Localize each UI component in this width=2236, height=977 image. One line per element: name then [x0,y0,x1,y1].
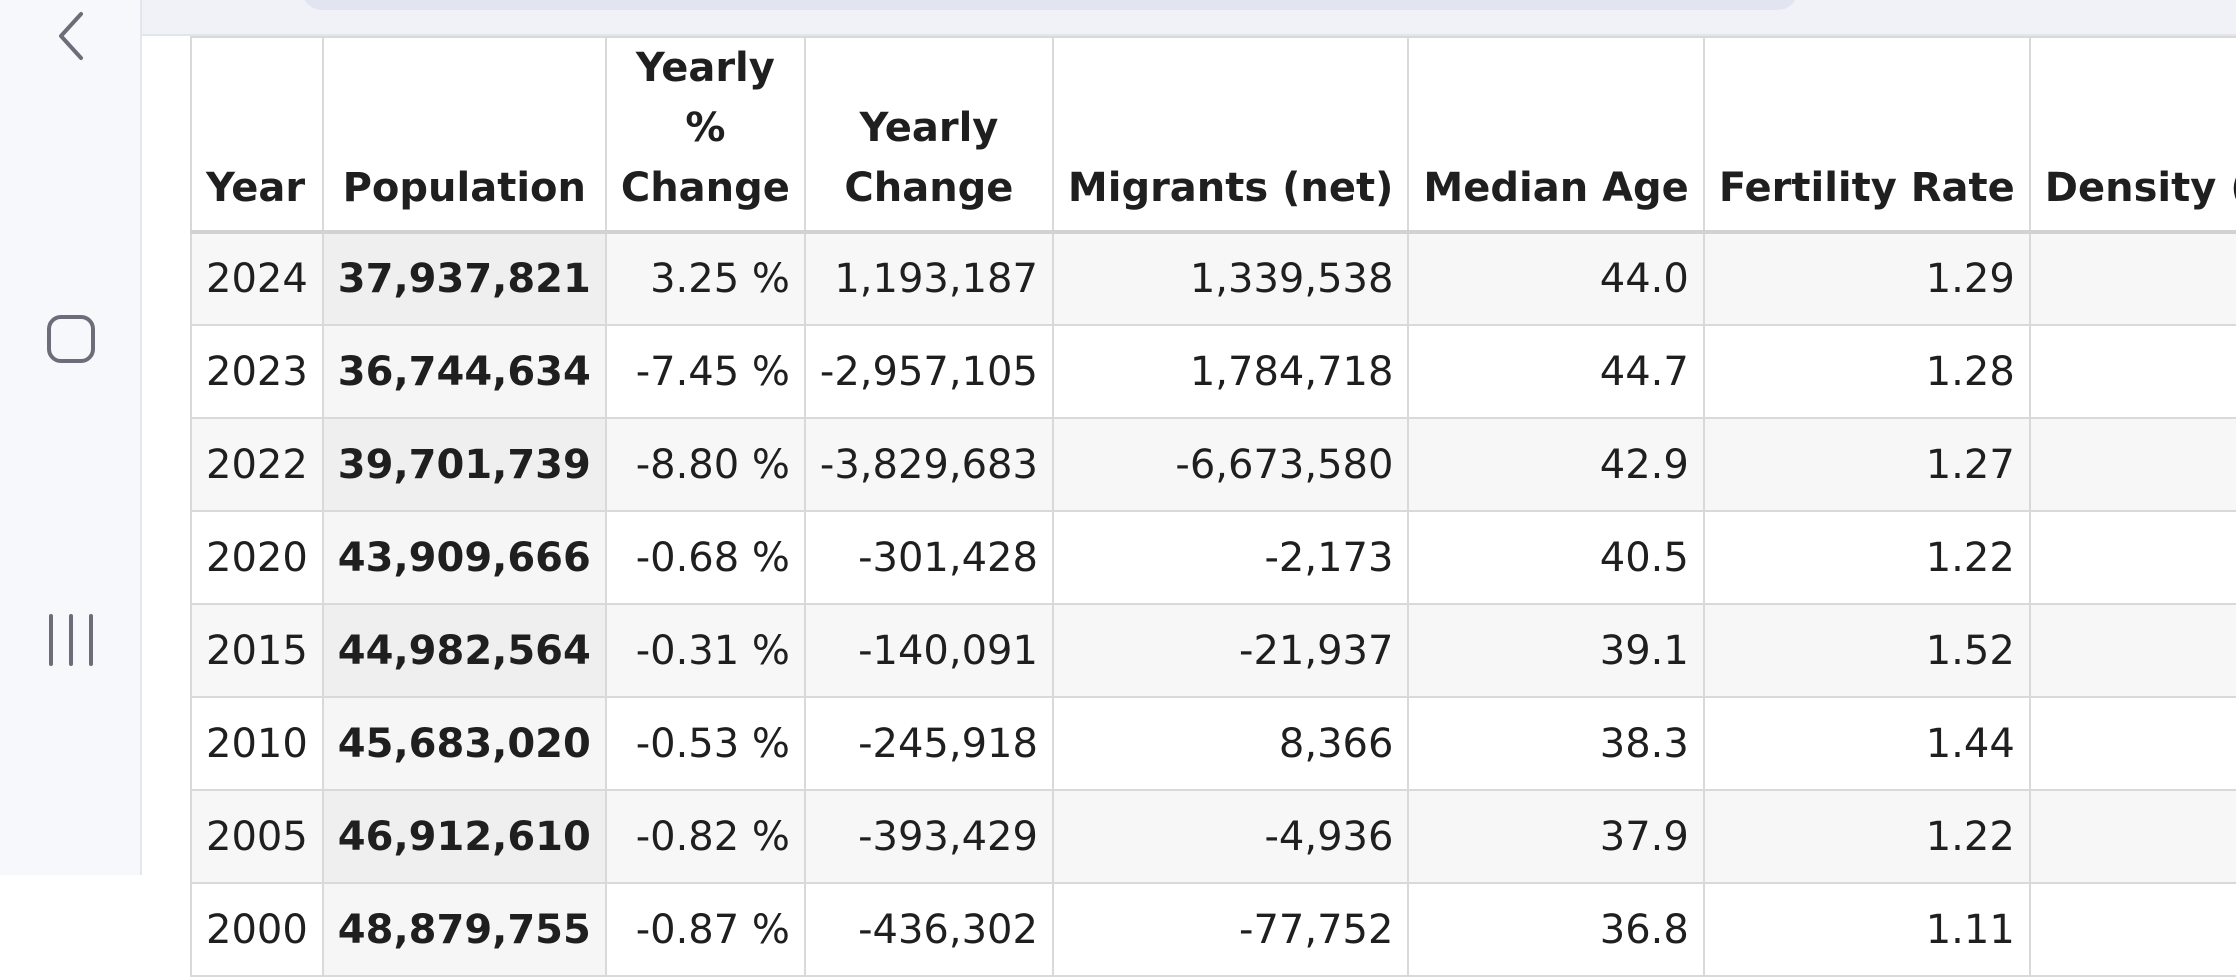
cell-density [2028,510,2236,605]
cell-median-age: 44.7 [1407,324,1705,419]
top-bar [142,0,2236,36]
cell-population: 43,909,666 [321,510,607,605]
cell-migrants-net: -4,936 [1051,789,1410,884]
table-row: 2022 39,701,739 -8.80 % -3,829,683 -6,67… [190,417,2236,512]
cell-fertility-rate: 1.27 [1702,417,2031,512]
cell-migrants-net: -21,937 [1051,603,1410,698]
cell-year: 2024 [190,231,324,326]
column-header-median-age[interactable]: Median Age [1407,36,1705,234]
cell-density [2028,417,2236,512]
search-bar[interactable] [302,0,1798,10]
cell-yearly-percent-change: -7.45 % [604,324,806,419]
cell-yearly-change: -3,829,683 [803,417,1054,512]
cell-yearly-percent-change: -0.68 % [604,510,806,605]
cell-migrants-net: 8,366 [1051,696,1410,791]
cell-migrants-net: -6,673,580 [1051,417,1410,512]
cell-density [2028,882,2236,977]
cell-year: 2005 [190,789,324,884]
cell-population: 46,912,610 [321,789,607,884]
cell-median-age: 40.5 [1407,510,1705,605]
cell-density [2028,789,2236,884]
cell-population: 36,744,634 [321,324,607,419]
cell-fertility-rate: 1.44 [1702,696,2031,791]
cell-fertility-rate: 1.22 [1702,510,2031,605]
cell-yearly-percent-change: -0.87 % [604,882,806,977]
cell-density [2028,603,2236,698]
cell-year: 2000 [190,882,324,977]
cell-population: 44,982,564 [321,603,607,698]
column-header-density[interactable]: Density (P/K [2028,36,2236,234]
column-header-yearly-percent-change[interactable]: Yearly % Change [604,36,806,234]
cell-migrants-net: 1,784,718 [1051,324,1410,419]
table-row: 2023 36,744,634 -7.45 % -2,957,105 1,784… [190,324,2236,419]
cell-yearly-change: -2,957,105 [803,324,1054,419]
cell-median-age: 37.9 [1407,789,1705,884]
table-row: 2020 43,909,666 -0.68 % -301,428 -2,173 … [190,510,2236,605]
cell-yearly-change: -140,091 [803,603,1054,698]
cell-year: 2022 [190,417,324,512]
table-header-row: Year Population Yearly % Change Yearly C… [190,36,2236,234]
cell-fertility-rate: 1.52 [1702,603,2031,698]
home-button[interactable] [0,300,142,378]
cell-fertility-rate: 1.22 [1702,789,2031,884]
cell-median-age: 44.0 [1407,231,1705,326]
cell-migrants-net: -2,173 [1051,510,1410,605]
cell-yearly-percent-change: -8.80 % [604,417,806,512]
cell-yearly-change: -436,302 [803,882,1054,977]
three-bars-icon [49,614,93,666]
column-header-year[interactable]: Year [190,36,324,234]
cell-median-age: 38.3 [1407,696,1705,791]
population-table-container: Year Population Yearly % Change Yearly C… [190,36,2236,977]
cell-fertility-rate: 1.28 [1702,324,2031,419]
table-row: 2024 37,937,821 3.25 % 1,193,187 1,339,5… [190,231,2236,326]
column-header-fertility-rate[interactable]: Fertility Rate [1702,36,2031,234]
cell-median-age: 42.9 [1407,417,1705,512]
navigation-rail [0,0,142,875]
cell-population: 37,937,821 [321,231,607,326]
recents-button[interactable] [0,600,142,680]
column-header-yearly-change[interactable]: Yearly Change [803,36,1054,234]
cell-yearly-change: -245,918 [803,696,1054,791]
cell-population: 45,683,020 [321,696,607,791]
table-row: 2005 46,912,610 -0.82 % -393,429 -4,936 … [190,789,2236,884]
cell-median-age: 36.8 [1407,882,1705,977]
cell-density [2028,324,2236,419]
chevron-left-icon [59,12,83,60]
cell-fertility-rate: 1.11 [1702,882,2031,977]
population-table: Year Population Yearly % Change Yearly C… [190,36,2236,977]
cell-population: 39,701,739 [321,417,607,512]
cell-yearly-percent-change: -0.82 % [604,789,806,884]
cell-population: 48,879,755 [321,882,607,977]
cell-fertility-rate: 1.29 [1702,231,2031,326]
cell-year: 2015 [190,603,324,698]
table-row: 2000 48,879,755 -0.87 % -436,302 -77,752… [190,882,2236,977]
cell-year: 2010 [190,696,324,791]
rounded-square-icon [47,315,95,363]
table-row: 2010 45,683,020 -0.53 % -245,918 8,366 3… [190,696,2236,791]
cell-yearly-change: -393,429 [803,789,1054,884]
cell-migrants-net: -77,752 [1051,882,1410,977]
cell-yearly-percent-change: 3.25 % [604,231,806,326]
cell-year: 2023 [190,324,324,419]
cell-yearly-percent-change: -0.53 % [604,696,806,791]
cell-yearly-change: 1,193,187 [803,231,1054,326]
cell-yearly-change: -301,428 [803,510,1054,605]
table-row: 2015 44,982,564 -0.31 % -140,091 -21,937… [190,603,2236,698]
column-header-migrants-net[interactable]: Migrants (net) [1051,36,1410,234]
back-button[interactable] [0,0,142,72]
column-header-population[interactable]: Population [321,36,607,234]
cell-density [2028,231,2236,326]
cell-density [2028,696,2236,791]
cell-migrants-net: 1,339,538 [1051,231,1410,326]
cell-year: 2020 [190,510,324,605]
cell-median-age: 39.1 [1407,603,1705,698]
cell-yearly-percent-change: -0.31 % [604,603,806,698]
